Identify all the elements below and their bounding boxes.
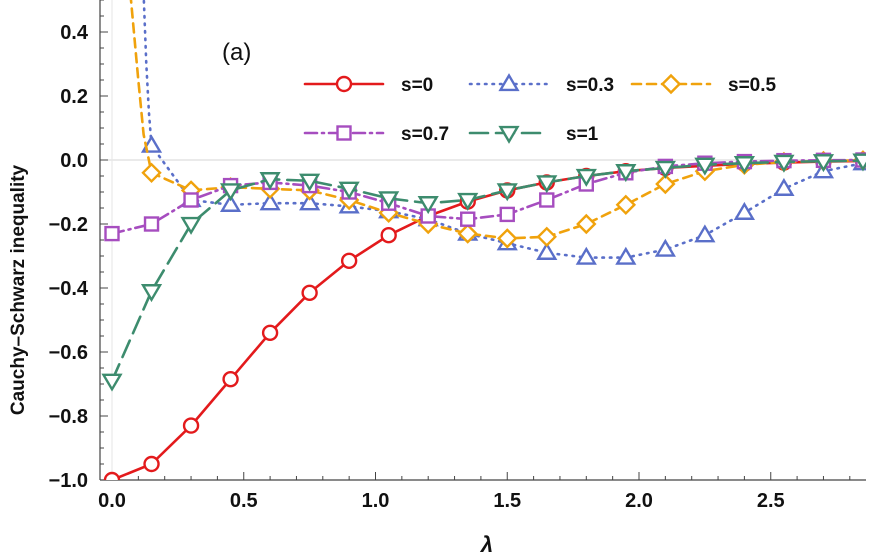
series-s-1-point — [812, 154, 835, 173]
series-s-1-point — [417, 196, 439, 215]
series-s-0-7-point — [143, 216, 160, 232]
series-s-0-point — [301, 284, 318, 301]
legend-item-s-0-3-marker — [498, 73, 520, 92]
series-s-1-point — [773, 154, 795, 173]
legend-item-s-0: s=0 — [303, 75, 433, 96]
y-tick-label: −0.8 — [49, 406, 88, 428]
series-s-0-point — [380, 226, 397, 244]
series-s-0-5-line — [129, 0, 865, 240]
series-s-1-line — [110, 159, 865, 383]
y-tick-label: −0.2 — [49, 214, 88, 236]
legend-item-s-0-5-marker — [660, 73, 682, 95]
series-s-1-point — [378, 191, 400, 210]
panel-label: (a) — [222, 39, 251, 66]
series-s-0-7-point — [499, 206, 515, 223]
series-s-0-5-point — [497, 228, 518, 249]
grid-layer — [100, 0, 866, 480]
x-tick-label: 2.5 — [757, 490, 785, 512]
series-s-0-5-point — [576, 213, 597, 235]
y-tick-label: 0.2 — [60, 86, 88, 108]
series-s-1-point — [219, 183, 242, 202]
legend-item-s-0-5-label: s=0.5 — [728, 75, 777, 96]
legend-item-s-0-3: s=0.3 — [468, 73, 614, 96]
series-s-1-point — [733, 156, 755, 175]
series-s-0-5-point — [655, 173, 676, 195]
series-s-0-3-point — [733, 201, 755, 220]
series-s-0-point — [261, 324, 279, 341]
legend-item-s-0-7-label: s=0.7 — [401, 124, 449, 145]
series-s-0-3-point — [615, 246, 637, 265]
axes-layer: 0.0 0.5 1.0 1.5 2.0 2.5 −1.0 −0.8 −0.6 −0.4 −0.2 0.… — [49, 0, 866, 512]
y-tick-label: 0.0 — [60, 150, 88, 172]
legend-item-s-0-7: s=0.7 — [303, 124, 449, 145]
series-s-0-3-point — [219, 193, 242, 212]
legend-item-s-1-marker — [498, 125, 520, 144]
legend: s=0 s=0.3 s=0.5 s=0.7 s=1 — [303, 73, 777, 145]
series-s-0-7-point — [183, 192, 199, 208]
series-s-0-3-point — [654, 238, 676, 257]
series-s-1-point — [338, 181, 360, 200]
series-s-0-3-point — [773, 177, 795, 196]
series-s-1-point — [259, 172, 281, 191]
series-s-0-point — [222, 371, 239, 388]
series-s-0-5-point — [457, 223, 478, 244]
y-tick-label: −1.0 — [49, 470, 88, 492]
series-s-1-point — [496, 183, 518, 202]
series-s-1 — [101, 153, 866, 392]
legend-item-s-1: s=1 — [468, 124, 599, 145]
x-tick-label: 2.0 — [625, 490, 653, 512]
y-tick-label: 0.4 — [60, 22, 89, 44]
legend-item-s-0-label: s=0 — [401, 75, 433, 96]
series-s-0-3-point — [575, 246, 597, 265]
series-s-0-5-point — [141, 162, 162, 183]
series-s-1-point — [852, 153, 866, 172]
series-s-1-point — [101, 373, 123, 392]
legend-item-s-0-7-marker — [336, 125, 352, 141]
y-tick-label: −0.6 — [49, 342, 88, 364]
series-s-0-5-point — [536, 226, 557, 247]
series-s-1-point — [615, 164, 637, 183]
series-s-0-7-point — [460, 211, 476, 227]
series-s-1-point — [694, 157, 716, 176]
series-s-0-7-point — [539, 192, 555, 208]
y-axis-label: Cauchy–Schwarz inequality — [8, 164, 29, 415]
series-s-0-3-point — [299, 192, 321, 211]
series-s-0-3-point — [536, 241, 558, 260]
series-s-0-5-point — [615, 194, 637, 215]
x-tick-label: 1.0 — [362, 490, 390, 512]
x-tick-label: 0.5 — [230, 490, 258, 512]
series-s-1-point — [575, 168, 597, 187]
series-s-1-point — [654, 160, 676, 179]
series-s-1-point — [299, 173, 321, 192]
y-tick-label: −0.4 — [49, 278, 89, 300]
legend-item-s-1-label: s=1 — [566, 124, 599, 145]
series-s-0-point — [143, 455, 160, 473]
series-s-1-point — [180, 216, 202, 235]
series-s-1-point — [536, 175, 558, 194]
legend-item-s-0-5: s=0.5 — [630, 73, 777, 96]
legend-item-s-0-marker — [335, 75, 353, 93]
series-s-0-7-point — [104, 225, 120, 242]
series-s-1-point — [457, 192, 479, 211]
x-axis-label: λ — [480, 532, 493, 557]
series-s-0-point — [340, 252, 358, 269]
series-s-0-3-point — [259, 192, 281, 211]
legend-item-s-0-3-label: s=0.3 — [566, 75, 614, 96]
series-layer — [101, 0, 866, 480]
series-s-0-3-point — [694, 224, 716, 243]
series-s-1-point — [140, 284, 163, 303]
x-tick-label: 1.5 — [493, 490, 521, 512]
x-tick-label: 0.0 — [98, 490, 126, 512]
series-s-0-point — [103, 471, 121, 480]
series-s-0-point — [182, 417, 200, 434]
series-s-0-3-line — [142, 0, 865, 259]
